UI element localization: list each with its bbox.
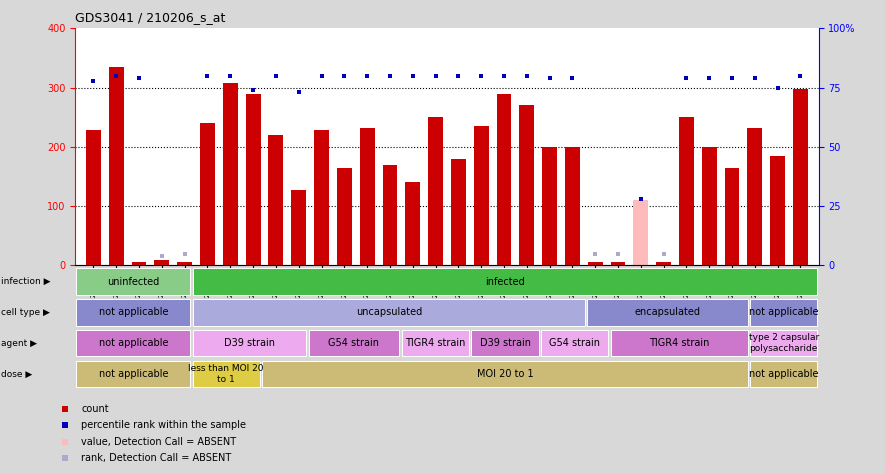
Bar — [611, 330, 748, 356]
Bar — [656, 263, 671, 265]
Bar — [177, 263, 192, 265]
Bar — [405, 182, 420, 265]
Bar — [472, 330, 539, 356]
Bar — [541, 330, 608, 356]
Bar — [747, 128, 762, 265]
Bar — [402, 330, 469, 356]
Text: less than MOI 20
to 1: less than MOI 20 to 1 — [189, 365, 264, 383]
Bar — [76, 361, 190, 387]
Text: agent ▶: agent ▶ — [1, 339, 37, 347]
Text: not applicable: not applicable — [749, 369, 819, 379]
Text: uncapsulated: uncapsulated — [356, 307, 422, 318]
Bar — [309, 330, 399, 356]
Bar — [337, 168, 351, 265]
Text: not applicable: not applicable — [749, 307, 819, 318]
Bar — [679, 118, 694, 265]
Bar — [428, 118, 442, 265]
Bar — [382, 165, 397, 265]
Bar — [359, 128, 374, 265]
Bar — [246, 94, 260, 265]
Bar — [702, 147, 717, 265]
Bar — [793, 89, 808, 265]
Bar — [155, 260, 169, 265]
Bar — [86, 130, 101, 265]
Bar — [193, 361, 260, 387]
Text: infected: infected — [485, 276, 525, 287]
Text: cell type ▶: cell type ▶ — [1, 308, 50, 317]
Bar — [496, 94, 512, 265]
Text: type 2 capsular
polysaccharide: type 2 capsular polysaccharide — [749, 334, 819, 353]
Bar — [588, 263, 603, 265]
Text: TIGR4 strain: TIGR4 strain — [405, 338, 466, 348]
Text: not applicable: not applicable — [98, 338, 168, 348]
Text: not applicable: not applicable — [98, 307, 168, 318]
Text: percentile rank within the sample: percentile rank within the sample — [81, 420, 246, 430]
Bar — [588, 299, 748, 326]
Bar — [750, 361, 818, 387]
Bar — [634, 200, 648, 265]
Text: dose ▶: dose ▶ — [1, 370, 32, 378]
Bar — [519, 106, 535, 265]
Text: G54 strain: G54 strain — [328, 338, 380, 348]
Bar — [611, 263, 626, 265]
Text: not applicable: not applicable — [98, 369, 168, 379]
Text: GDS3041 / 210206_s_at: GDS3041 / 210206_s_at — [75, 11, 226, 24]
Text: uninfected: uninfected — [107, 276, 159, 287]
Text: encapsulated: encapsulated — [635, 307, 701, 318]
Text: G54 strain: G54 strain — [550, 338, 600, 348]
Bar — [750, 330, 818, 356]
Text: value, Detection Call = ABSENT: value, Detection Call = ABSENT — [81, 437, 236, 447]
Bar — [565, 147, 580, 265]
Text: count: count — [81, 404, 109, 414]
Bar — [750, 299, 818, 326]
Bar — [223, 83, 238, 265]
Bar — [314, 130, 329, 265]
Bar — [193, 268, 818, 295]
Bar — [451, 159, 466, 265]
Bar — [132, 263, 147, 265]
Bar — [193, 330, 306, 356]
Bar — [76, 299, 190, 326]
Text: D39 strain: D39 strain — [480, 338, 530, 348]
Text: rank, Detection Call = ABSENT: rank, Detection Call = ABSENT — [81, 453, 232, 463]
Bar — [109, 67, 124, 265]
Bar — [291, 190, 306, 265]
Text: TIGR4 strain: TIGR4 strain — [649, 338, 710, 348]
Bar — [193, 299, 585, 326]
Bar — [543, 147, 557, 265]
Bar — [200, 123, 215, 265]
Text: MOI 20 to 1: MOI 20 to 1 — [477, 369, 534, 379]
Bar — [262, 361, 748, 387]
Bar — [268, 135, 283, 265]
Text: D39 strain: D39 strain — [224, 338, 275, 348]
Bar — [473, 126, 489, 265]
Bar — [76, 330, 190, 356]
Bar — [76, 268, 190, 295]
Bar — [770, 156, 785, 265]
Bar — [725, 168, 739, 265]
Text: infection ▶: infection ▶ — [1, 277, 50, 286]
